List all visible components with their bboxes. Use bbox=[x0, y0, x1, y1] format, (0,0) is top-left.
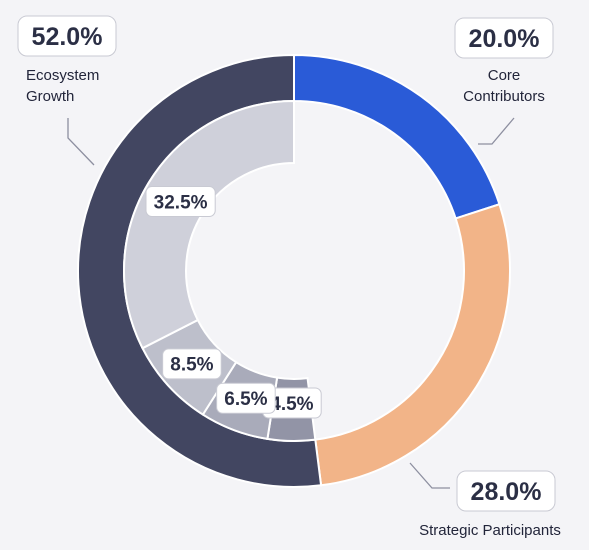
outer-label-core-contributors-name-line-2: Contributors bbox=[463, 88, 545, 105]
outer-label-ecosystem-growth-leader bbox=[67, 118, 95, 166]
outer-label-core-contributors-leader bbox=[478, 117, 515, 145]
outer-label-ecosystem-growth-name-line-2: Growth bbox=[26, 88, 74, 105]
outer-label-ecosystem-growth-name-line-1: Ecosystem bbox=[26, 67, 99, 84]
inner-label-1-text: 4.5% bbox=[270, 394, 313, 415]
outer-label-strategic-participants-leader bbox=[409, 462, 450, 489]
outer-label-ecosystem-growth-pct-text: 52.0% bbox=[32, 23, 103, 51]
inner-label-2: 6.5% bbox=[216, 382, 276, 414]
inner-label-3-text: 8.5% bbox=[170, 355, 213, 376]
inner-label-4-box bbox=[145, 186, 216, 218]
outer-label-core-contributors-pct: 20.0% bbox=[454, 17, 554, 59]
outer-slice-strategic-participants bbox=[314, 202, 511, 487]
outer-label-core-contributors-pct-box bbox=[454, 17, 554, 59]
inner-label-4: 32.5% bbox=[145, 186, 216, 218]
inner-label-4-text: 32.5% bbox=[154, 192, 208, 213]
outer-label-strategic-participants-name-line-1: Strategic Participants bbox=[419, 522, 561, 539]
chart-labels: 4.5%6.5% 8.5% 32.5% 20.0% Core Contributors 28… bbox=[17, 15, 561, 539]
inner-label-2-box bbox=[216, 382, 276, 414]
label-leader-lines bbox=[67, 117, 515, 489]
outer-label-strategic-participants-pct: 28.0% bbox=[456, 470, 556, 512]
outer-label-ecosystem-growth-pct-box bbox=[17, 15, 117, 57]
outer-label-ecosystem-growth-pct: 52.0% bbox=[17, 15, 117, 57]
inner-label-2-text: 6.5% bbox=[224, 389, 267, 410]
inner-label-3: 8.5% bbox=[162, 348, 222, 380]
inner-label-3-box bbox=[162, 348, 222, 380]
outer-slice-core-contributors bbox=[293, 53, 501, 220]
outer-label-core-contributors-name-line-1: Core bbox=[488, 67, 521, 84]
outer-label-strategic-participants-pct-text: 28.0% bbox=[471, 478, 542, 506]
outer-label-strategic-participants-pct-box bbox=[456, 470, 556, 512]
inner-slice-4 bbox=[123, 99, 295, 350]
outer-label-core-contributors-pct-text: 20.0% bbox=[469, 25, 540, 53]
inner-label-1: 4.5% bbox=[262, 387, 322, 419]
